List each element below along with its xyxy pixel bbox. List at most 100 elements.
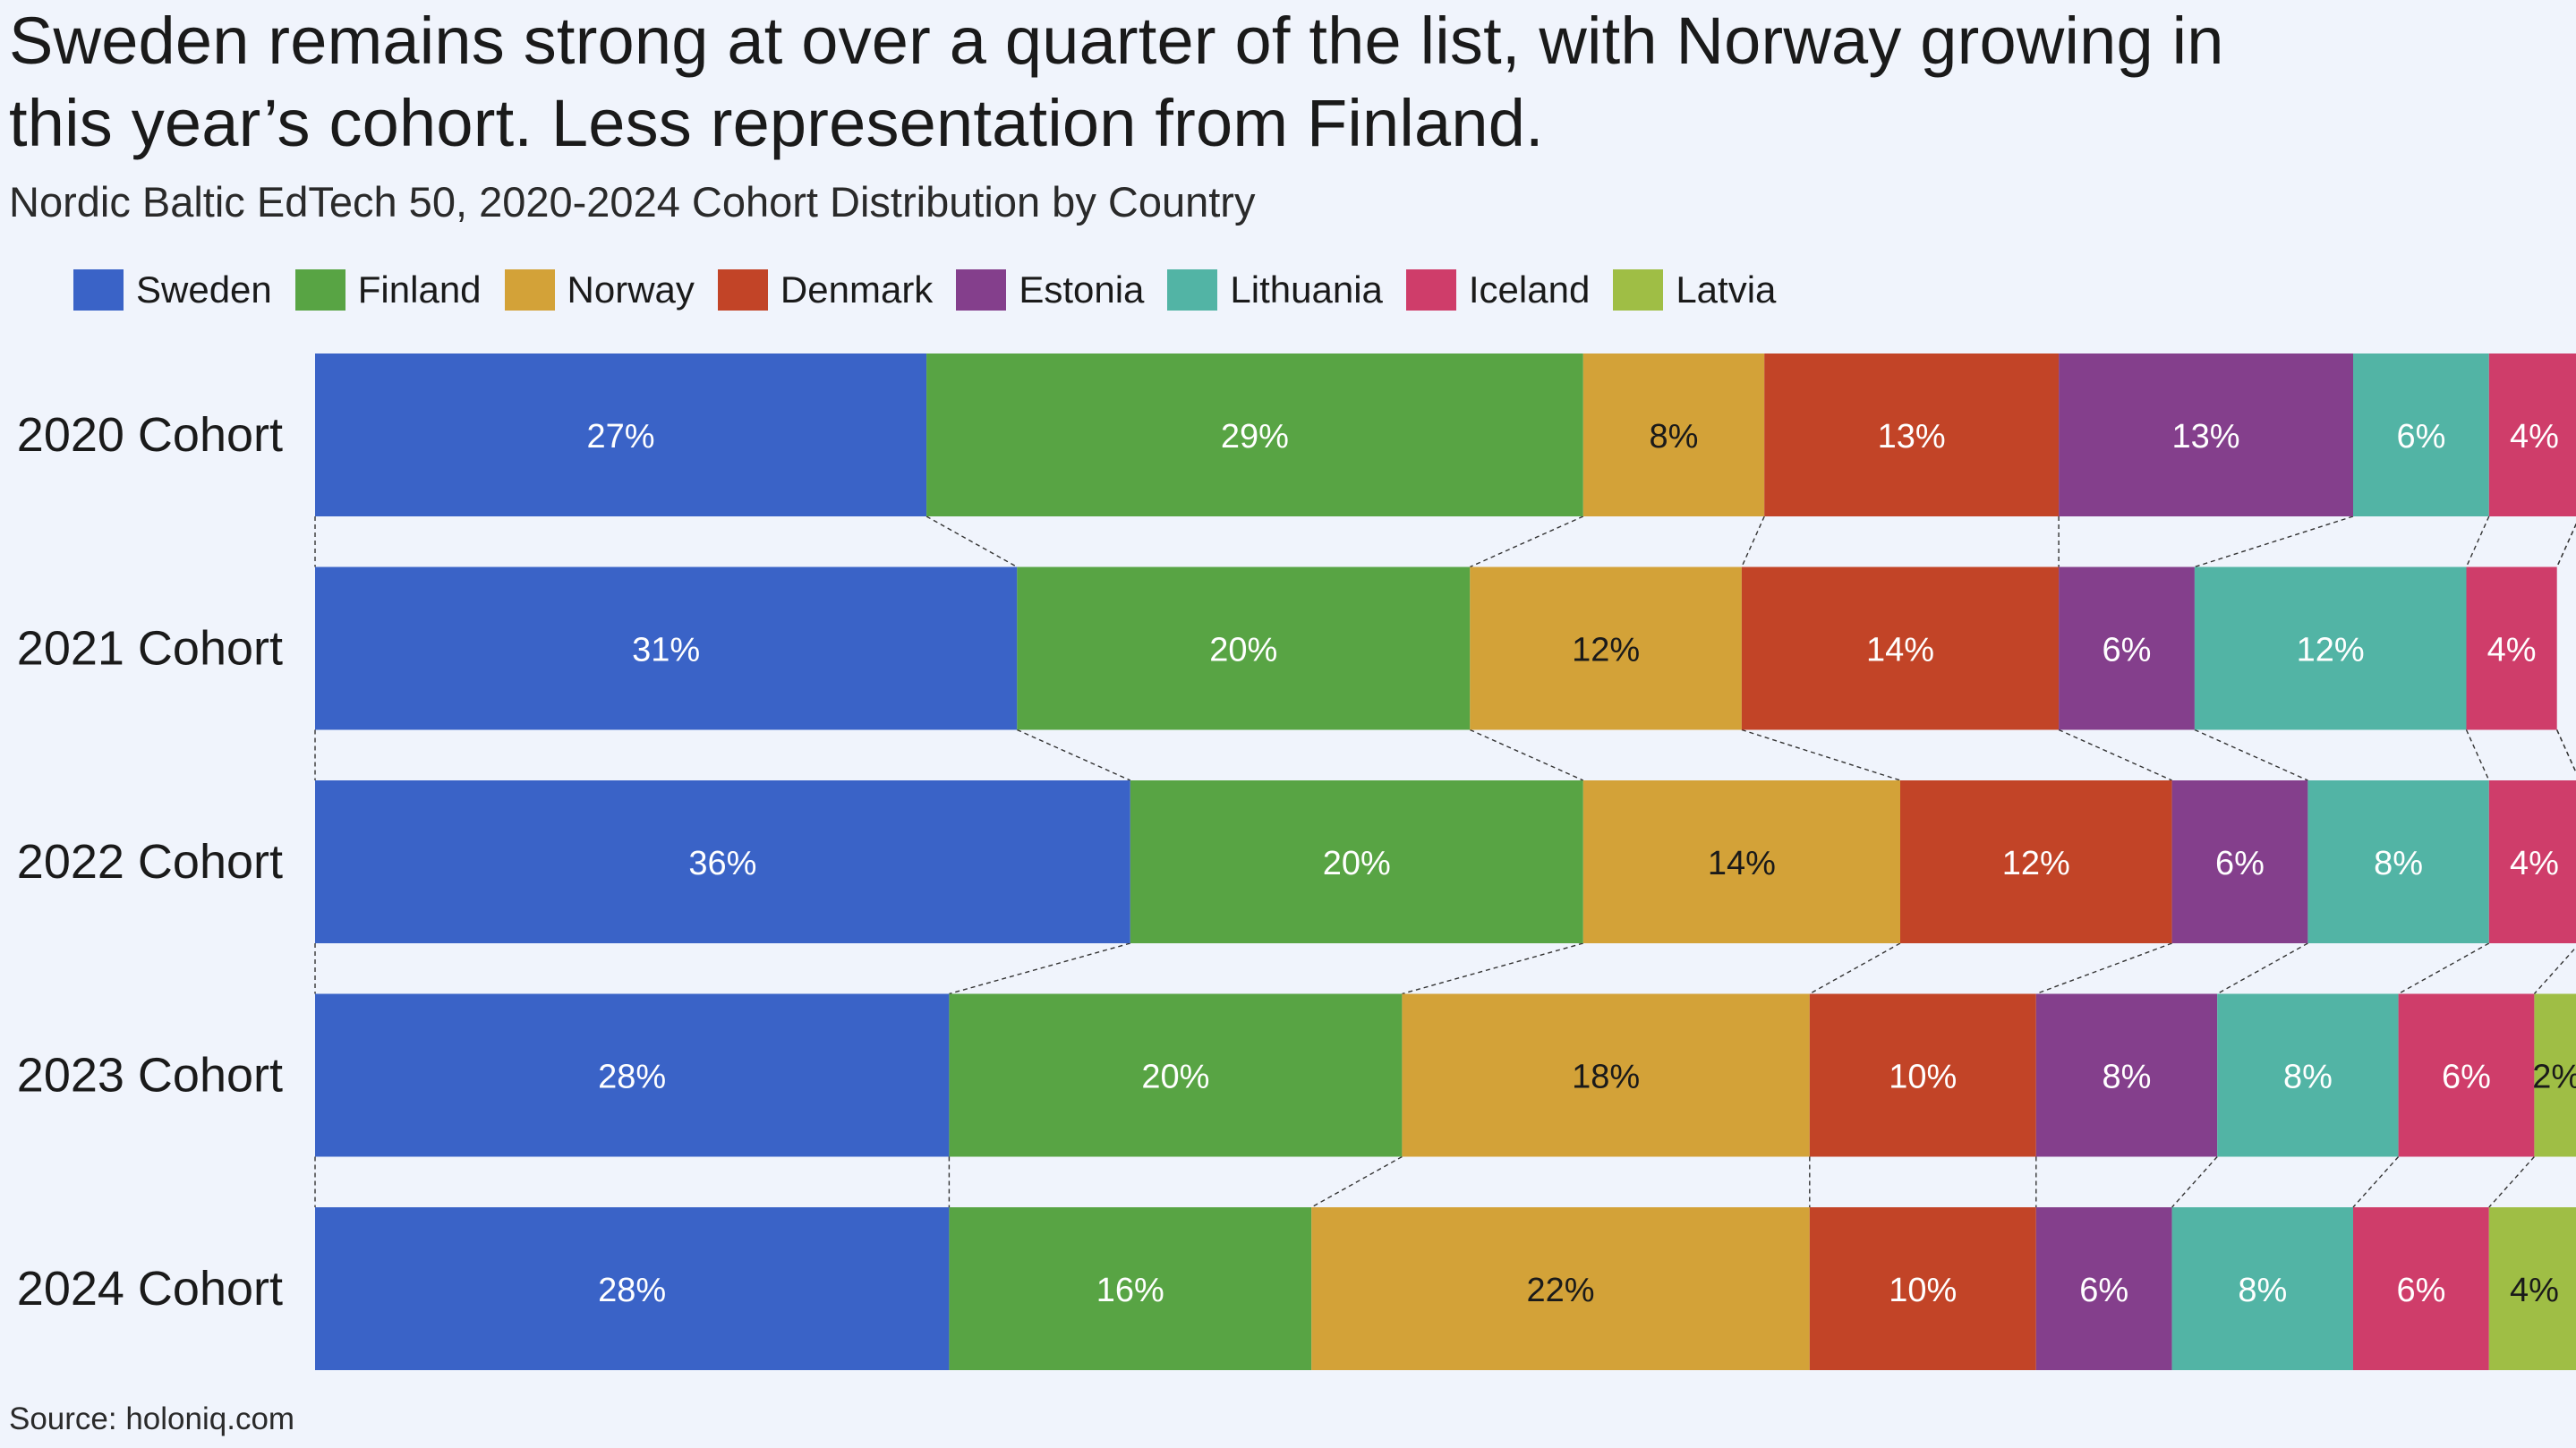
connector-line [2556,523,2576,567]
data-label: 20% [1141,1059,1209,1096]
data-label: 27% [587,418,655,456]
connector-line [1809,942,1901,995]
data-label: 8% [2374,845,2423,882]
data-label: 28% [598,1272,666,1309]
data-label: 10% [1889,1272,1957,1309]
bar-segment-norway [1582,353,1765,516]
connector-line [1402,942,1583,995]
bar-segment-iceland [2353,1207,2489,1370]
connector-line [925,515,1018,568]
legend-label: Lithuania [1230,268,1383,311]
connector-line [2058,728,2172,781]
data-label: 8% [2103,1059,2152,1096]
legend-item-sweden: Sweden [73,268,272,311]
connector-line [949,942,1130,995]
data-label: 4% [2510,418,2559,456]
bar-segment-iceland [2398,993,2535,1157]
bar-segment-denmark [1764,353,2060,516]
legend-label: Latvia [1676,268,1777,311]
bar-segment-sweden [315,353,927,516]
bar-segment-estonia [2035,1207,2172,1370]
data-label: 8% [1650,418,1699,456]
legend-label: Finland [357,268,482,311]
bar-segment-lithuania [2217,993,2399,1157]
legend-swatch [1167,269,1218,311]
data-label: 6% [2396,418,2445,456]
data-label: 36% [688,845,756,882]
bar-segment-finland [949,1207,1312,1370]
data-label: 16% [1096,1272,1164,1309]
connector-line [2556,523,2576,567]
bar-segment-iceland [2488,780,2576,943]
data-label: 13% [2172,418,2240,456]
bar-segment-finland [1017,566,1471,730]
bar-segment-lithuania [2307,780,2489,943]
connector-line [2352,1156,2400,1208]
data-label: 22% [1526,1272,1594,1309]
category-label: 2023 Cohort [17,1049,283,1103]
legend-item-estonia: Estonia [956,268,1144,311]
legend-item-lithuania: Lithuania [1167,268,1383,311]
data-label: 4% [2510,845,2559,882]
legend-swatch [1405,269,1456,311]
bar-segment-norway [1470,566,1742,730]
bar-segment-estonia [2059,353,2353,516]
data-label: 8% [2283,1059,2333,1096]
bar-segment-sweden [315,566,1018,730]
connector-line [2216,942,2308,995]
data-label: 20% [1209,632,1277,669]
legend-swatch [956,269,1007,311]
connector-line [2035,942,2172,995]
connector-line [2398,942,2490,995]
data-label: 12% [2002,845,2070,882]
legend-swatch [73,269,124,311]
category-label: 2020 Cohort [17,408,283,462]
data-label: 4% [2487,632,2537,669]
bar-segment-finland [926,353,1583,516]
data-label: 6% [2103,632,2152,669]
bar-segment-estonia [2059,566,2195,730]
bar-segment-iceland [2466,566,2557,730]
data-label: 2% [2532,1059,2576,1096]
category-label: 2024 Cohort [17,1262,283,1316]
bar-segment-sweden [315,1207,950,1370]
bar-segment-latvia [2488,1207,2576,1370]
data-label: 6% [2079,1272,2128,1309]
bar-segment-estonia [2035,993,2218,1157]
legend-label: Estonia [1019,268,1145,311]
bar-segment-sweden [315,780,1130,943]
connector-line [1741,728,1901,781]
connector-line [1470,728,1584,781]
legend-label: Norway [567,268,695,311]
bar-segment-denmark [1809,993,2036,1157]
chart-title: Sweden remains strong at over a quarter … [9,4,2224,160]
bar-segment-denmark [1900,780,2172,943]
data-label: 8% [2238,1272,2287,1309]
legend-swatch [1613,269,1664,311]
connector-line [2465,515,2490,567]
data-label: 29% [1221,418,1289,456]
connector-line [2194,728,2308,781]
bar-segment-denmark [1741,566,2060,730]
bar-segment-finland [949,993,1403,1157]
data-label: 18% [1572,1059,1640,1096]
bar-segment-finland [1130,780,1583,943]
legend-label: Iceland [1468,268,1591,311]
data-label: 4% [2510,1272,2559,1309]
bar-segment-sweden [315,993,950,1157]
legend-swatch [294,269,345,311]
legend-swatch [504,269,555,311]
bar-segment-denmark [1809,1207,2036,1370]
chart-subtitle: Nordic Baltic EdTech 50, 2020-2024 Cohor… [9,178,1256,226]
data-label: 14% [1708,845,1776,882]
legend-item-finland: Finland [294,268,482,311]
connector-line [1470,515,1584,568]
legend-label: Sweden [136,268,272,311]
data-label: 6% [2215,845,2265,882]
legend-swatch [717,269,768,311]
connector-line [2556,729,2576,774]
data-label: 10% [1889,1059,1957,1096]
legend: Sweden Finland Norway Denmark Estonia Lithuan… [73,265,1776,315]
bar-segment-lithuania [2353,353,2489,516]
connector-line [1741,515,1765,567]
